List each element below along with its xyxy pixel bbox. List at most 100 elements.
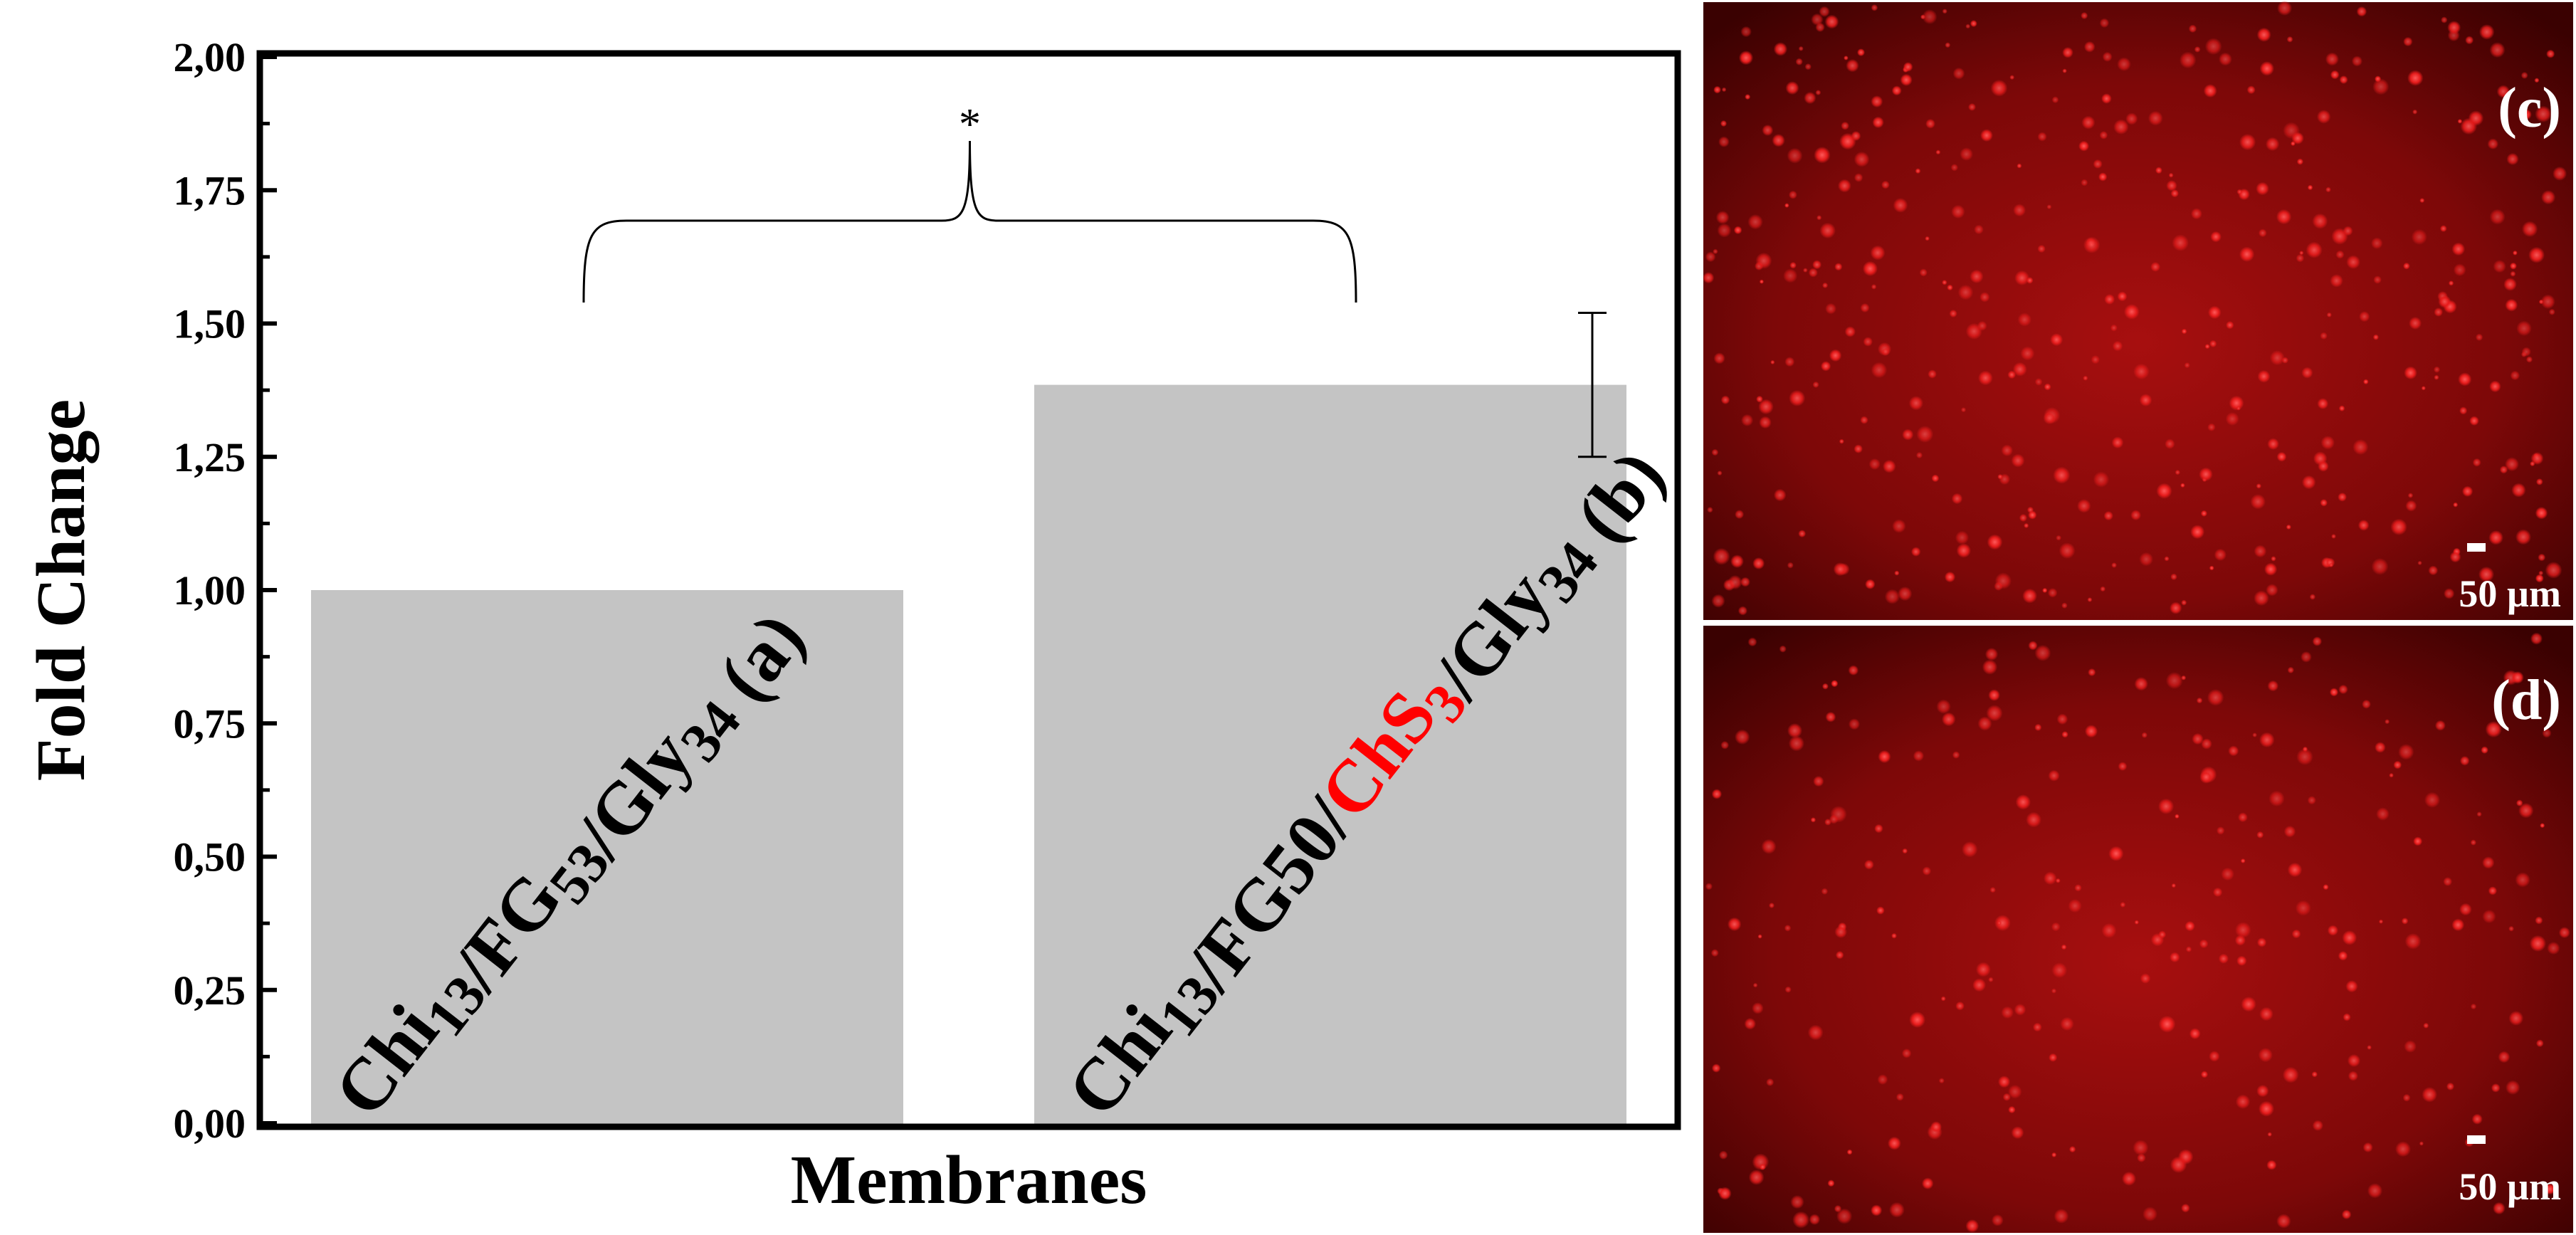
cell-spot xyxy=(2133,1140,2149,1156)
y-tick-label: 1,00 xyxy=(174,567,246,614)
cell-spot xyxy=(1744,1018,1756,1030)
cell-spot xyxy=(2312,213,2328,229)
cell-spot xyxy=(1710,949,1719,957)
cell-spot xyxy=(2320,332,2328,340)
cell-spot xyxy=(2134,677,2148,691)
cell-spot xyxy=(1988,689,2000,701)
cell-spot xyxy=(1984,648,1999,661)
cell-spot xyxy=(1787,562,1794,569)
cell-spot xyxy=(2301,367,2313,379)
cell-spot xyxy=(1854,444,1863,453)
cell-spot xyxy=(2236,189,2243,195)
cell-spot xyxy=(2180,483,2185,488)
cell-spot xyxy=(2256,1084,2269,1098)
cell-spot xyxy=(2181,599,2187,606)
cell-spot xyxy=(2404,933,2422,950)
cell-spot xyxy=(2469,416,2479,426)
cell-spot xyxy=(2051,962,2068,978)
cell-spot xyxy=(2407,70,2424,86)
cell-spot xyxy=(1952,751,1960,759)
cell-spot xyxy=(2170,952,2180,963)
cell-spot xyxy=(2214,548,2227,562)
cell-spot xyxy=(1822,282,1829,288)
cell-spot xyxy=(1738,51,1754,65)
cell-spot xyxy=(2373,275,2382,284)
cell-spot xyxy=(2219,52,2232,66)
cell-spot xyxy=(2376,807,2390,821)
cell-spot xyxy=(2389,772,2394,778)
cell-spot xyxy=(2037,132,2047,142)
cell-spot xyxy=(1989,887,1996,893)
cell-spot xyxy=(2060,1016,2074,1031)
cell-spot xyxy=(2412,109,2418,115)
cell-spot xyxy=(1951,204,1965,219)
cell-spot xyxy=(2546,49,2555,58)
cell-spot xyxy=(1893,198,1908,213)
cell-spot xyxy=(2356,6,2367,17)
cell-spot xyxy=(2199,770,2213,784)
cell-spot xyxy=(2168,172,2174,178)
cell-spot xyxy=(2478,24,2495,40)
cell-spot xyxy=(2338,951,2348,961)
cell-spot xyxy=(1792,1211,1810,1229)
cell-spot xyxy=(1881,180,1890,189)
cell-spot xyxy=(2276,1214,2291,1229)
cell-spot xyxy=(1707,507,1713,513)
cell-spot xyxy=(2515,872,2530,888)
cell-spot xyxy=(1846,59,1859,73)
cell-spot xyxy=(2235,922,2251,938)
cell-spot xyxy=(1804,63,1812,70)
cell-spot xyxy=(1838,179,1851,193)
cell-spot xyxy=(1766,1078,1775,1086)
cell-spot xyxy=(1919,268,1928,277)
micrograph-d-cells xyxy=(1705,632,2570,1233)
cell-spot xyxy=(2034,644,2051,661)
cell-spot xyxy=(2051,96,2059,104)
cell-spot xyxy=(2508,1011,2524,1026)
cell-spot xyxy=(2545,562,2562,579)
cell-spot xyxy=(1834,925,1847,938)
cell-spot xyxy=(1741,414,1754,427)
cell-spot xyxy=(1894,570,1900,576)
cell-spot xyxy=(2485,721,2502,738)
cell-spot xyxy=(2051,988,2057,994)
cell-spot xyxy=(2175,814,2180,819)
cell-spot xyxy=(1814,147,1831,164)
bar-b xyxy=(1034,384,1626,1124)
cell-spot xyxy=(1991,1214,2004,1226)
cell-spot xyxy=(1815,22,1825,32)
cell-spot xyxy=(1928,369,1937,379)
bar-a xyxy=(311,590,903,1124)
cell-spot xyxy=(1871,95,1883,108)
cell-spot xyxy=(2266,584,2278,597)
cell-spot xyxy=(2347,1053,2361,1068)
cell-spot xyxy=(2506,152,2519,166)
cell-spot xyxy=(1868,458,1881,471)
cell-spot xyxy=(1748,1170,1765,1185)
cell-spot xyxy=(1757,934,1762,939)
cell-spot xyxy=(2170,189,2179,198)
cell-spot xyxy=(1825,303,1837,315)
cell-spot xyxy=(1789,261,1797,269)
cell-spot xyxy=(2002,1093,2011,1101)
cell-spot xyxy=(2015,794,2031,810)
cell-spot xyxy=(2367,1045,2372,1050)
cell-spot xyxy=(2476,811,2482,817)
cell-spot xyxy=(1968,103,1976,111)
cell-spot xyxy=(2141,732,2147,738)
cell-spot xyxy=(2535,574,2544,583)
cell-spot xyxy=(2419,198,2425,204)
cell-spot xyxy=(2200,510,2207,517)
cell-spot xyxy=(2540,823,2545,829)
y-tick-label: 0,75 xyxy=(174,700,246,747)
cell-spot xyxy=(2409,317,2422,330)
cell-spot xyxy=(1956,543,1971,558)
cell-spot xyxy=(2478,566,2494,582)
cell-spot xyxy=(1711,1063,1721,1073)
cell-spot xyxy=(2407,493,2414,498)
cell-spot xyxy=(2043,411,2056,425)
cell-spot xyxy=(1820,361,1831,372)
cell-spot xyxy=(2241,997,2256,1012)
cell-spot xyxy=(2189,1028,2201,1039)
